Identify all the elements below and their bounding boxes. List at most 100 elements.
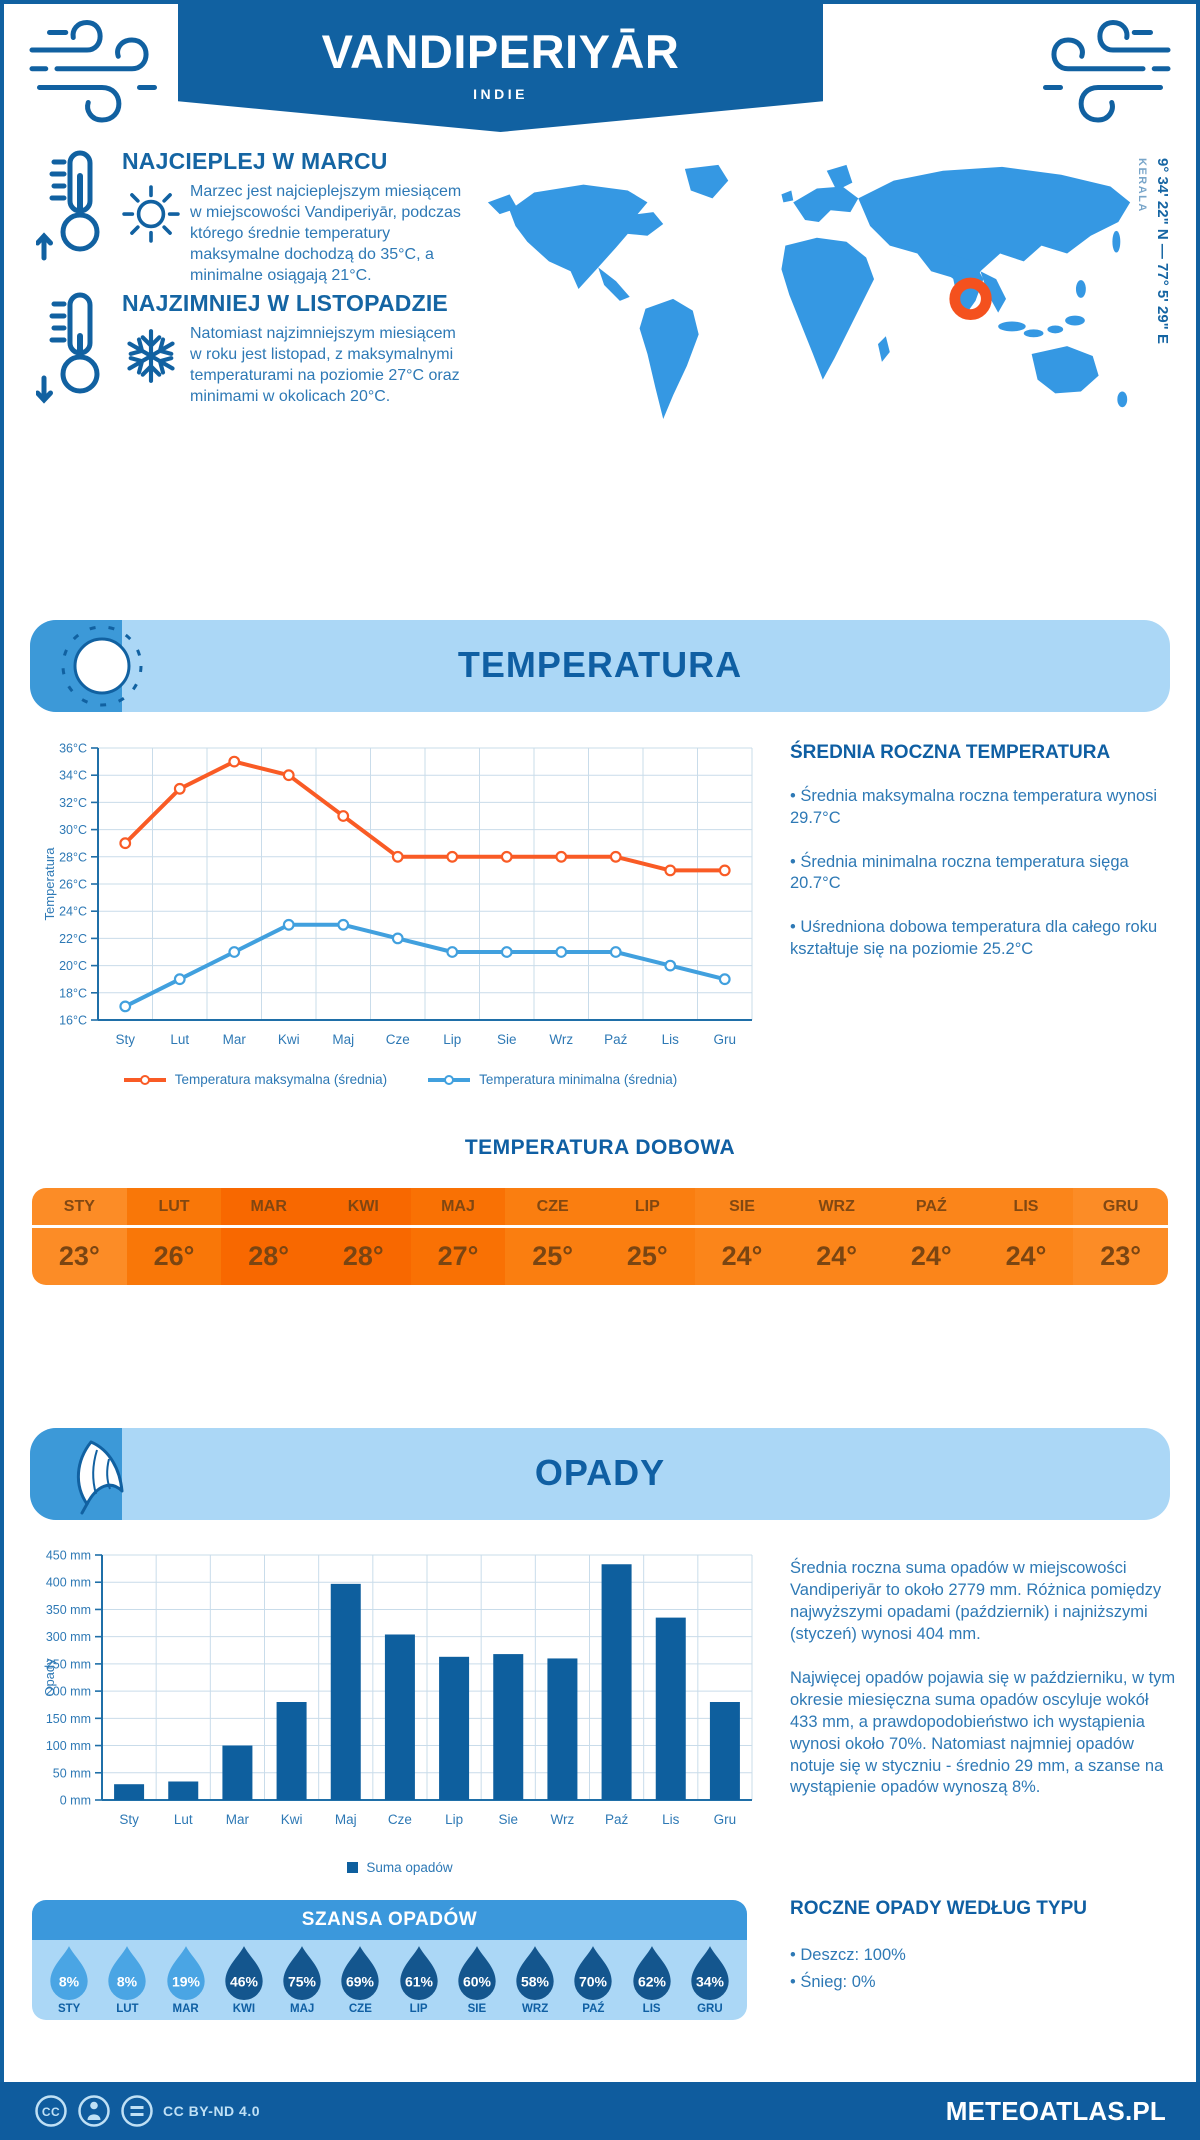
daily-temp-cell: SIE 24°: [694, 1188, 790, 1285]
section-title-temperature: TEMPERATURA: [457, 644, 743, 685]
svg-text:Mar: Mar: [226, 1812, 250, 1827]
highlight-title: NAJCIEPLEJ W MARCU: [122, 148, 388, 174]
page-subtitle: INDIE: [473, 86, 528, 102]
daily-temp-month: PAŹ: [883, 1188, 979, 1228]
precipitation-chart-legend: Suma opadów: [40, 1860, 760, 1875]
svg-text:36°C: 36°C: [59, 742, 87, 756]
rain-chance-item: 70% PAŹ: [567, 1944, 619, 2015]
daily-temp-month: MAJ: [410, 1188, 506, 1228]
rain-chance-month: STY: [57, 2003, 81, 2015]
rain-chance-month: MAJ: [289, 2003, 315, 2015]
svg-text:61%: 61%: [405, 1974, 434, 1990]
droplet-icon: 61%: [399, 1946, 438, 2000]
svg-text:Paź: Paź: [604, 1032, 628, 1047]
license-block: CC CC BY-ND 4.0: [34, 2094, 260, 2128]
precipitation-chart: 0 mm 50 mm 100 mm 150 mm 200 mm 250 mm 300 mm 3…: [40, 1545, 760, 1845]
daily-temp-value: 23°: [58, 1241, 100, 1271]
summary-bullet: • Uśredniona dobowa temperatura dla całe…: [790, 918, 1158, 958]
daily-temp-cell: LIS 24°: [978, 1188, 1074, 1285]
svg-text:400 mm: 400 mm: [46, 1576, 91, 1590]
legend-item: Temperatura minimalna (średnia): [427, 1072, 677, 1087]
svg-text:28°C: 28°C: [59, 850, 87, 864]
daily-temp-value: 24°: [910, 1241, 952, 1271]
daily-temp-value: 24°: [1005, 1241, 1047, 1271]
summary-bullet: • Średnia minimalna roczna temperatura s…: [790, 852, 1129, 893]
legend-swatch: [347, 1862, 359, 1873]
wind-icon: [22, 10, 172, 125]
umbrella-icon: [56, 1428, 148, 1525]
svg-text:Gru: Gru: [714, 1812, 737, 1827]
droplet-icon: 8%: [50, 1946, 88, 2000]
highlight-text: Marzec jest najcieplejszym miesiącem w m…: [190, 183, 462, 285]
svg-text:100 mm: 100 mm: [46, 1739, 91, 1753]
world-map: [480, 148, 1140, 430]
warmest-month-block: NAJCIEPLEJ W MARCU Marzec jest najcieple…: [35, 148, 464, 287]
svg-text:Temperatura: Temperatura: [42, 847, 57, 921]
rain-chance-item: 61% LIP: [393, 1944, 445, 2015]
rain-chance-drops: 8% STY 8% LUT 19% MAR 46% KWI 75% MAJ 69% CZE 61% LIP…: [32, 1940, 747, 2020]
svg-text:Paź: Paź: [605, 1812, 629, 1827]
svg-text:Sty: Sty: [119, 1812, 139, 1827]
summary-title: ŚREDNIA ROCZNA TEMPERATURA: [790, 742, 1111, 763]
license-label: CC BY-ND 4.0: [163, 2103, 261, 2119]
coldest-month-block: NAJZIMNIEJ W LISTOPADZIE: [35, 290, 464, 413]
svg-text:Wrz: Wrz: [549, 1032, 573, 1047]
svg-text:34%: 34%: [696, 1974, 725, 1990]
daily-temp-cell: LIP 25°: [599, 1188, 695, 1285]
droplet-icon: 34%: [691, 1946, 729, 2000]
precipitation-paragraph: Najwięcej opadów pojawia się w październ…: [790, 1668, 1176, 1797]
svg-text:250 mm: 250 mm: [46, 1657, 91, 1671]
svg-text:69%: 69%: [346, 1974, 375, 1990]
daily-temp-month: CZE: [505, 1188, 600, 1228]
svg-text:30°C: 30°C: [59, 823, 87, 837]
by-type-bullet: • Śnieg: 0%: [790, 1973, 876, 1992]
highlight-text: Natomiast najzimniejszym miesiącem w rok…: [190, 325, 460, 406]
daily-temperature-table: STY 23° LUT 26° MAR 28° KWI 28° MAJ 27° CZE 25° LIP 2…: [32, 1188, 1168, 1285]
droplet-icon: 69%: [341, 1946, 380, 2000]
rain-chance-month: CZE: [348, 2003, 372, 2015]
daily-temp-cell: STY 23°: [32, 1188, 127, 1285]
daily-temp-value: 27°: [437, 1241, 479, 1271]
thermometer-warm-icon: [35, 148, 114, 287]
daily-temp-month: LIS: [978, 1188, 1074, 1228]
daily-temp-cell: MAJ 27°: [410, 1188, 506, 1285]
svg-text:Lut: Lut: [174, 1812, 193, 1827]
daily-temp-month: GRU: [1073, 1188, 1168, 1228]
precipitation-by-type: ROCZNE OPADY WEDŁUG TYPU • Deszcz: 100% …: [790, 1898, 1170, 1996]
droplet-icon: 70%: [574, 1946, 613, 2000]
svg-text:24°C: 24°C: [59, 905, 87, 919]
svg-text:75%: 75%: [288, 1974, 317, 1990]
daily-temp-value: 26°: [153, 1241, 195, 1271]
svg-text:300 mm: 300 mm: [46, 1630, 91, 1644]
svg-text:19%: 19%: [172, 1974, 201, 1990]
svg-text:Lis: Lis: [662, 1812, 680, 1827]
rain-chance-item: 75% MAJ: [276, 1944, 328, 2015]
cc-icon: CC: [35, 2095, 67, 2127]
rain-chance-month: LIP: [409, 2003, 428, 2015]
rain-chance-item: 58% WRZ: [509, 1944, 561, 2015]
legend-item: Temperatura maksymalna (średnia): [123, 1072, 387, 1087]
svg-text:26°C: 26°C: [59, 878, 87, 892]
droplet-icon: 46%: [225, 1946, 263, 2000]
wind-icon: [1028, 10, 1178, 125]
by-type-title: ROCZNE OPADY WEDŁUG TYPU: [790, 1898, 1087, 1919]
location-marker-icon: [949, 277, 992, 321]
svg-text:32°C: 32°C: [59, 796, 87, 810]
daily-temp-cell: PAŹ 24°: [883, 1188, 979, 1285]
daily-temp-cell: MAR 28°: [221, 1188, 316, 1285]
daily-temp-value: 25°: [532, 1241, 574, 1271]
daily-temp-month: MAR: [221, 1188, 316, 1228]
daily-temp-value: 25°: [626, 1241, 668, 1271]
highlight-title: NAJZIMNIEJ W LISTOPADZIE: [122, 290, 448, 316]
thermometer-cold-icon: [35, 290, 114, 413]
droplet-icon: 8%: [108, 1946, 147, 2000]
daily-temp-cell: CZE 25°: [505, 1188, 600, 1285]
rain-chance-month: GRU: [697, 2003, 723, 2015]
by-type-bullet: • Deszcz: 100%: [790, 1946, 906, 1964]
svg-text:20°C: 20°C: [59, 959, 87, 973]
svg-text:Lis: Lis: [662, 1032, 680, 1047]
rain-chance-month: MAR: [172, 2003, 199, 2015]
sun-icon: [122, 181, 180, 287]
droplet-icon: 60%: [458, 1946, 496, 2000]
svg-text:Wrz: Wrz: [551, 1812, 575, 1827]
